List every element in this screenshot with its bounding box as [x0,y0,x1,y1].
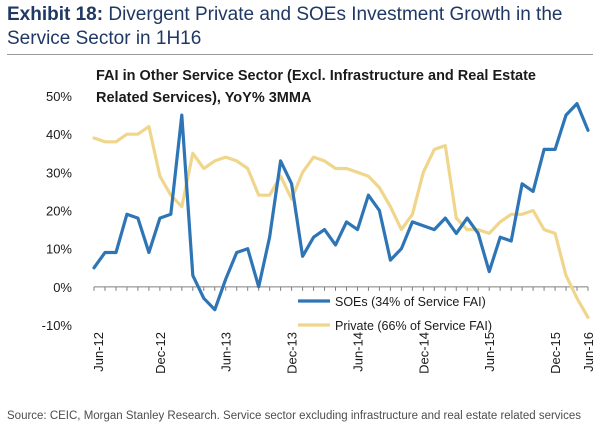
y-tick-label: 10% [46,242,72,257]
legend-label-soe: SOEs (34% of Service FAI) [335,295,486,309]
x-tick-label: Jun-16 [581,332,596,372]
title-divider [7,54,593,55]
y-tick-label: 40% [46,127,72,142]
y-tick-label: 30% [46,165,72,180]
y-tick-label: -10% [42,318,73,333]
x-tick-label: Dec-12 [153,332,168,374]
x-tick-label: Jun-15 [482,332,497,372]
source-note: Source: CEIC, Morgan Stanley Research. S… [7,410,581,422]
exhibit-title-text: Divergent Private and SOEs Investment Gr… [7,4,563,49]
legend: SOEs (34% of Service FAI) Private (66% of… [298,295,492,333]
x-tick-label: Dec-14 [416,332,431,374]
series-layer [92,101,590,319]
x-tick-label: Jun-12 [91,332,106,372]
legend-label-private: Private (66% of Service FAI) [335,319,492,333]
x-tick-label: Dec-13 [285,332,300,374]
chart-title-line: FAI in Other Service Sector (Excl. Infra… [96,68,536,84]
y-tick-label: 20% [46,204,72,219]
x-axis: Jun-12 Dec-12 Jun-13 Dec-13 Jun-14 Dec-14 Jun-… [91,286,596,374]
y-tick-label: 0% [53,280,72,295]
private-series-line [92,124,590,319]
exhibit-label: Exhibit 18: [7,4,104,25]
exhibit-title: Exhibit 18: Divergent Private and SOEs I… [7,3,593,51]
chart: FAI in Other Service Sector (Excl. Infra… [42,68,596,374]
x-tick-label: Jun-13 [219,332,234,372]
soe-series-line [92,101,590,312]
chart-title: FAI in Other Service Sector (Excl. Infra… [96,68,536,106]
y-tick-label: 50% [46,89,72,104]
x-tick-label: Jun-14 [350,332,365,372]
x-tick-label: Dec-15 [548,332,563,374]
y-axis: 50% 40% 30% 20% 10% 0% -10% [42,89,73,333]
chart-title-line: Related Services), YoY% 3MMA [96,90,312,106]
